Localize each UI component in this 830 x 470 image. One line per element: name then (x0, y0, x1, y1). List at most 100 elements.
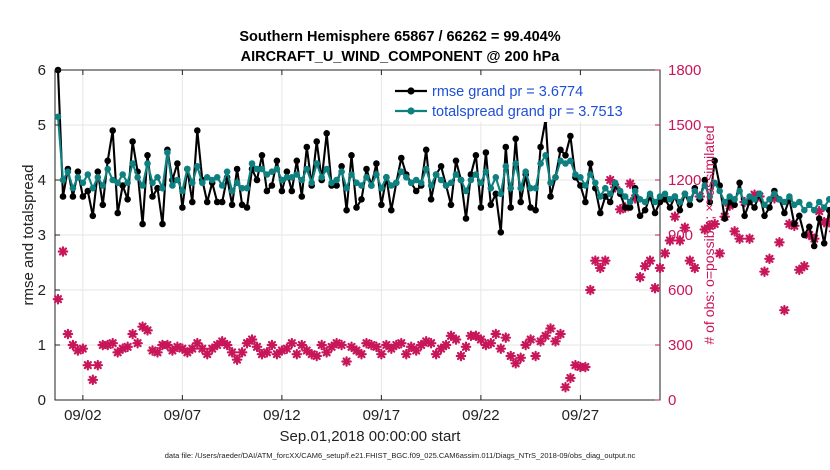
obs-point-stroke (591, 256, 600, 265)
obs-point-stroke (660, 249, 670, 258)
obs-point (236, 347, 248, 358)
spread-point (602, 184, 609, 192)
spread-point (806, 201, 813, 209)
rmse-point (661, 196, 669, 203)
spread-point (582, 182, 589, 189)
spread-point (711, 179, 718, 187)
rmse-point (686, 201, 694, 209)
obs-point (52, 293, 64, 305)
spread-point (94, 174, 102, 181)
spread-point (572, 171, 579, 178)
spread-point (243, 184, 251, 192)
obs-point (530, 350, 541, 362)
obs-point-stroke (441, 340, 451, 350)
rmse-point (84, 187, 92, 195)
obs-point-stroke (680, 223, 689, 232)
spread-point (393, 179, 400, 187)
spread-point (358, 182, 365, 189)
obs-point-stroke (427, 339, 436, 348)
rmse-point (726, 198, 733, 206)
rmse-point (174, 160, 181, 167)
spread-point (368, 182, 375, 189)
obs-point-stroke (586, 285, 595, 295)
obs-point-stroke (108, 339, 117, 348)
obs-point-stroke (68, 340, 77, 350)
obs-point-stroke (601, 256, 610, 265)
spread-point (796, 198, 803, 206)
spread-point (512, 160, 519, 167)
rmse-point (154, 184, 161, 192)
spread-point (348, 171, 355, 178)
obs-point-stroke (377, 350, 386, 359)
spread-point (318, 174, 326, 181)
x-tick-label: 09/12 (263, 407, 301, 424)
spread-point (119, 171, 126, 178)
rmse-point (363, 165, 370, 173)
spread-point (810, 206, 818, 214)
spread-point (54, 113, 62, 121)
y-right-tick-label: 1200 (668, 172, 701, 189)
chart-title: Southern Hemisphere 65867 / 66262 = 99.4… (239, 29, 560, 45)
obs-point-stroke (128, 329, 137, 339)
spread-point (522, 168, 529, 175)
rmse-point (273, 157, 281, 165)
obs-point-stroke (163, 340, 172, 350)
rmse-point (69, 193, 77, 200)
obs-point-stroke (78, 344, 87, 353)
obs-point-stroke (228, 348, 237, 357)
obs-point-stroke (382, 340, 391, 350)
rmse-point (810, 242, 818, 250)
axis-layer: 09/02 09/07 09/12 09/17 09/22 09/27 0 1 2 3 4 5 6 0 30… (38, 62, 702, 424)
y-tick-label: 6 (38, 62, 46, 79)
spread-point (502, 163, 510, 170)
rmse-point (268, 182, 276, 189)
obs-point-stroke (581, 362, 590, 372)
obs-point-stroke (312, 351, 321, 361)
spread-point (278, 176, 286, 184)
spread-point (741, 198, 748, 206)
obs-point-stroke (446, 331, 456, 340)
obs-point (525, 334, 536, 345)
spread-point (597, 193, 604, 200)
obs-point-stroke (665, 236, 675, 245)
rmse-point (388, 206, 395, 214)
obs-point-stroke (297, 340, 306, 350)
rmse-point (796, 212, 803, 220)
spread-point (681, 190, 689, 198)
spread-point (134, 174, 141, 181)
spread-point (203, 174, 211, 181)
obs-point (714, 248, 726, 259)
obs-point (734, 233, 745, 244)
spread-point (169, 182, 176, 189)
rmse-point (766, 204, 773, 211)
rmse-point (482, 149, 490, 156)
rmse-point (815, 215, 823, 222)
obs-point (455, 350, 467, 362)
spread-point (437, 176, 445, 184)
rmse-point (283, 168, 291, 175)
spread-point (756, 190, 763, 198)
obs-point-stroke (178, 344, 187, 353)
rmse-point (203, 198, 211, 206)
spread-point (487, 184, 495, 192)
spread-point (696, 193, 704, 200)
rmse-point (412, 187, 420, 195)
rmse-point (258, 152, 266, 159)
legend-rmse-marker (407, 87, 415, 95)
obs-point (371, 341, 382, 353)
obs-point-stroke (476, 335, 485, 344)
y-right-tick-label: 1800 (668, 62, 701, 79)
rmse-point (582, 198, 589, 206)
spread-point (403, 174, 410, 181)
obs-point-stroke (815, 207, 824, 216)
obs-point-stroke (501, 333, 510, 342)
spread-point (815, 198, 823, 206)
spread-point (462, 187, 470, 195)
spread-point (611, 179, 619, 187)
rmse-point (79, 193, 87, 200)
rmse-point (502, 143, 510, 151)
spread-point (661, 190, 669, 198)
spread-point (776, 196, 783, 203)
rmse-point (427, 196, 435, 203)
